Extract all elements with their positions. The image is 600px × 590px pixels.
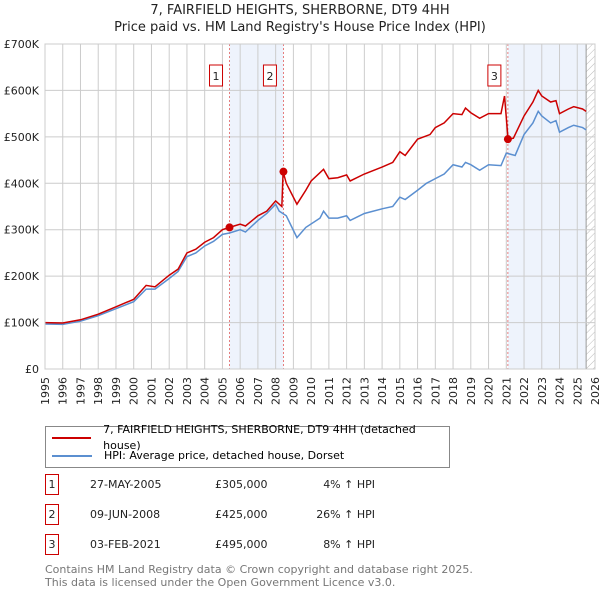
legend-label-property: 7, FAIRFIELD HEIGHTS, SHERBORNE, DT9 4HH… [103, 423, 416, 452]
sale-row: 3 03-FEB-2021 £495,000 8% ↑ HPI [45, 534, 375, 555]
x-tick-label: 2020 [483, 377, 496, 405]
x-tick-label: 2001 [145, 377, 158, 405]
x-tick-label: 2007 [252, 377, 265, 405]
plot-area: 1995 1996 1997 1998 1999 2000 2001 2002 2003 2004… [4, 38, 600, 405]
sale-date: 03-FEB-2021 [90, 538, 161, 551]
y-tick-label: £100K [4, 317, 40, 330]
legend: 7, FAIRFIELD HEIGHTS, SHERBORNE, DT9 4HH… [45, 423, 450, 468]
sale-row: 1 27-MAY-2005 £305,000 4% ↑ HPI [45, 474, 375, 495]
y-tick-label: £700K [4, 38, 40, 51]
x-tick-label: 2011 [323, 377, 336, 405]
x-tick-label: 1995 [39, 377, 52, 405]
x-tick-label: 2004 [199, 377, 212, 405]
sale-row: 2 09-JUN-2008 £425,000 26% ↑ HPI [45, 504, 375, 525]
y-tick-label: £0 [25, 363, 39, 376]
x-tick-label: 2014 [376, 377, 389, 405]
sale-point-2 [279, 167, 288, 176]
x-tick-label: 2000 [128, 377, 141, 405]
x-tick-label: 2024 [554, 377, 567, 405]
x-tick-label: 2006 [234, 377, 247, 405]
x-tick-label: 2023 [536, 377, 549, 405]
x-tick-label: 2022 [518, 377, 531, 405]
x-tick-label: 2017 [429, 377, 442, 405]
legend-red-line [52, 437, 92, 439]
sale-point-3 [503, 135, 512, 144]
x-tick-label: 1996 [57, 377, 70, 405]
footer-line-2: This data is licensed under the Open Gov… [45, 576, 396, 589]
sale-label-box-3 [487, 64, 502, 87]
sale-number-box: 1 [45, 474, 59, 495]
sale-hpi-diff: 8% ↑ HPI [323, 538, 375, 551]
sale-price: £305,000 [215, 478, 268, 491]
legend-label-hpi: HPI: Average price, detached house, Dors… [104, 449, 345, 462]
sale-date: 27-MAY-2005 [90, 478, 162, 491]
x-tick-label: 2013 [358, 377, 371, 405]
x-tick-label: 2009 [287, 377, 300, 405]
hpi-line [44, 109, 587, 326]
x-tick-label: 2019 [465, 377, 478, 405]
y-tick-label: £300K [4, 224, 40, 237]
x-tick-label: 2010 [305, 377, 318, 405]
sale-hpi-diff: 4% ↑ HPI [323, 478, 375, 491]
x-tick-label: 1997 [74, 377, 87, 405]
x-tick-label: 2026 [589, 377, 600, 405]
x-tick-label: 2002 [163, 377, 176, 405]
x-tick-label: 2016 [412, 377, 425, 405]
chart-title: 7, FAIRFIELD HEIGHTS, SHERBORNE, DT9 4HH [150, 3, 450, 18]
sale-number-box: 3 [45, 534, 59, 555]
chart-subtitle: Price paid vs. HM Land Registry's House … [114, 20, 486, 35]
sale-number-box: 2 [45, 504, 59, 525]
x-tick-label: 2021 [500, 377, 513, 405]
sale-label-box-1 [209, 64, 224, 87]
footer-line-1: Contains HM Land Registry data © Crown c… [45, 563, 473, 576]
sale-point-1 [225, 223, 234, 232]
future-hatch [586, 44, 595, 369]
x-tick-label: 1999 [110, 377, 123, 405]
legend-blue-line [52, 455, 92, 457]
sale-hpi-diff: 26% ↑ HPI [316, 508, 375, 521]
x-tick-label: 2018 [447, 377, 460, 405]
x-tick-label: 1998 [92, 377, 105, 405]
x-tick-label: 2015 [394, 377, 407, 405]
sale-label-number: 3 [491, 70, 498, 83]
x-tick-label: 2012 [341, 377, 354, 405]
y-tick-label: £600K [4, 84, 40, 97]
x-tick-label: 2005 [216, 377, 229, 405]
shade-period-3 [507, 44, 587, 369]
sale-label-number: 2 [266, 70, 273, 83]
plot-border [44, 43, 596, 370]
x-tick-label: 2003 [181, 377, 194, 405]
x-tick-label: 2008 [270, 377, 283, 405]
sale-label-number: 1 [213, 70, 220, 83]
sale-price: £425,000 [215, 508, 268, 521]
x-tick-label: 2025 [571, 377, 584, 405]
sale-date: 09-JUN-2008 [90, 508, 161, 521]
y-tick-label: £500K [4, 131, 40, 144]
y-tick-label: £200K [4, 270, 40, 283]
sale-label-box-2 [262, 64, 277, 87]
property-price-line [44, 88, 587, 324]
y-tick-label: £400K [4, 177, 40, 190]
sale-price: £495,000 [215, 538, 268, 551]
